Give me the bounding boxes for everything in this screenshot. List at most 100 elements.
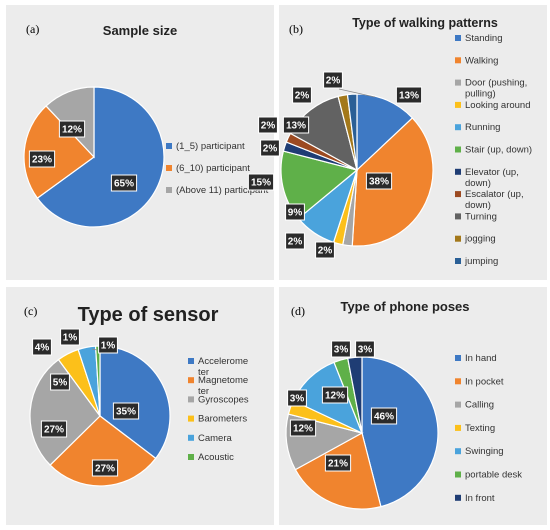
legend-item: Walking <box>455 55 498 66</box>
panel-c: (c) Type of sensor 35% 27% 27% 5% 4% 1% 1% Acc… <box>6 287 274 525</box>
legend-label: (6_10) participant <box>176 163 250 174</box>
panel-a-label: (a) <box>26 22 39 36</box>
panel-b-legend: Standing Walking Door (pushing,pulling)Loo… <box>455 33 532 267</box>
legend-label: jogging <box>464 234 496 245</box>
legend-swatch <box>188 415 194 422</box>
data-label: 38% <box>365 172 393 190</box>
legend-label: down) <box>465 200 491 211</box>
panel-d-svg: (d) Type of phone poses 46% 21% 12% 3% 12% 3%… <box>285 299 522 510</box>
panel-c-svg: (c) Type of sensor 35% 27% 27% 5% 4% 1% 1% Acc… <box>24 304 249 487</box>
legend-label: Elevator (up, <box>465 167 519 178</box>
data-label: 12% <box>289 419 317 437</box>
data-label: 3% <box>355 340 375 358</box>
data-label: 65% <box>110 174 138 192</box>
svg-text:35%: 35% <box>116 407 136 418</box>
svg-text:27%: 27% <box>95 464 115 475</box>
data-label: 27% <box>40 420 68 438</box>
legend-label: In hand <box>465 353 497 364</box>
panel-c-label: (c) <box>24 304 37 318</box>
panel-a-title: Sample size <box>103 23 177 38</box>
legend-label: Running <box>465 122 500 133</box>
data-label: 4% <box>32 338 52 356</box>
panel-b-label: (b) <box>289 22 303 36</box>
panel-d-label: (d) <box>291 304 305 318</box>
legend-label: Accelerome <box>198 356 248 367</box>
legend-swatch <box>455 35 461 41</box>
legend-label: Acoustic <box>198 452 234 463</box>
pie-slice <box>346 93 358 171</box>
svg-text:38%: 38% <box>369 177 389 188</box>
panel-b-title: Type of walking patterns <box>352 16 498 30</box>
legend-label: In pocket <box>465 376 504 387</box>
svg-text:23%: 23% <box>32 155 52 166</box>
panel-a-pie: 65% 23% 12% <box>23 86 165 228</box>
legend-item: (6_10) participant <box>166 163 250 174</box>
svg-text:2%: 2% <box>261 121 276 132</box>
legend-swatch <box>455 378 461 385</box>
legend-swatch <box>166 187 172 193</box>
data-label: 9% <box>285 203 305 221</box>
data-label: 2% <box>315 241 335 259</box>
pie-slice <box>351 117 434 247</box>
legend-swatch <box>455 471 461 478</box>
data-label: 2% <box>258 116 278 134</box>
panel-c-legend: AccelerometerMagnetometerGyroscopesBarom… <box>188 356 249 463</box>
panel-b-pie: 13% 38% 2% 2% 9% 15% 2% 2% 13% 2% 2% <box>247 71 434 259</box>
svg-text:9%: 9% <box>288 208 303 219</box>
legend-label: Calling <box>465 400 494 411</box>
data-label: 46% <box>370 407 398 425</box>
legend-item: Camera <box>188 433 233 444</box>
svg-text:2%: 2% <box>318 246 333 257</box>
legend-item: Escalator (up,down) <box>455 189 524 211</box>
legend-swatch <box>455 424 461 431</box>
data-label: 13% <box>282 116 310 134</box>
legend-swatch <box>188 377 194 384</box>
legend-item: Turning <box>455 211 497 222</box>
legend-label: Turning <box>465 211 497 222</box>
legend-label: Texting <box>465 423 495 434</box>
legend-item: Acoustic <box>188 452 234 463</box>
panel-d-legend: In hand In pocket Calling Texting Swinging po… <box>455 353 522 504</box>
legend-label: Door (pushing, <box>465 78 527 89</box>
legend-swatch <box>455 355 461 361</box>
legend-swatch <box>455 401 461 408</box>
data-label: 13% <box>395 86 423 104</box>
data-label: 27% <box>91 459 119 477</box>
svg-text:65%: 65% <box>114 179 134 190</box>
legend-swatch <box>188 434 194 441</box>
data-label: 2% <box>285 232 305 250</box>
legend-label: portable desk <box>465 470 522 481</box>
legend-swatch <box>455 146 461 153</box>
legend-item: In hand <box>455 353 497 364</box>
legend-label: Gyroscopes <box>198 394 249 405</box>
legend-label: Standing <box>465 33 503 44</box>
legend-swatch <box>166 143 172 149</box>
legend-item: Calling <box>455 400 494 411</box>
pie-slice <box>49 415 157 487</box>
svg-text:46%: 46% <box>374 412 394 423</box>
svg-text:21%: 21% <box>328 459 348 470</box>
svg-text:3%: 3% <box>334 345 349 356</box>
legend-item: portable desk <box>455 470 522 481</box>
panel-d-title: Type of phone poses <box>340 299 469 314</box>
svg-text:2%: 2% <box>288 237 303 248</box>
svg-text:27%: 27% <box>44 425 64 436</box>
legend-swatch <box>455 124 461 131</box>
svg-text:3%: 3% <box>290 394 305 405</box>
legend-item: Stair (up, down) <box>455 145 532 156</box>
svg-text:5%: 5% <box>53 378 68 389</box>
panel-a-legend: (1_5) participant (6_10) participant (Abov… <box>166 141 269 196</box>
legend-swatch <box>455 494 461 501</box>
pie-slice <box>356 93 414 172</box>
legend-item: Running <box>455 122 500 133</box>
panel-a: (a) Sample size 65% 23% 12% (1_5) particip… <box>6 5 274 280</box>
legend-swatch <box>455 168 461 175</box>
legend-swatch <box>455 101 461 108</box>
data-label: 12% <box>321 386 349 404</box>
pie-slice <box>36 86 165 228</box>
pie-slice <box>23 105 95 199</box>
legend-label: In front <box>465 493 495 504</box>
svg-text:3%: 3% <box>358 345 373 356</box>
legend-item: Looking around <box>455 100 531 111</box>
